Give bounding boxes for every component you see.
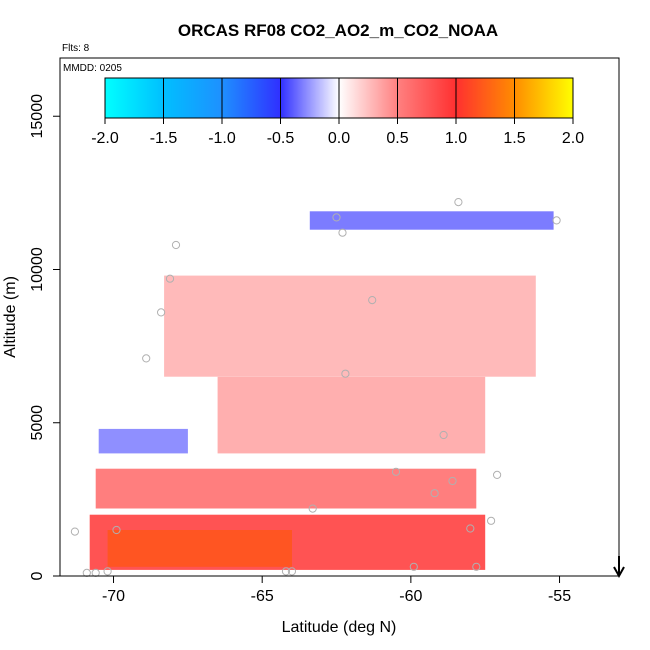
flight-point [287,567,296,576]
flight-point [493,470,502,479]
flight-point [448,476,457,486]
flight-point [472,562,481,571]
y-tick-label: 15000 [29,94,46,139]
flight-point [439,430,448,440]
y-tick-label: 10000 [29,247,46,292]
flight-point [112,525,121,535]
flight-point [332,213,341,222]
heatmap-region-mid-red-wedge [217,376,486,454]
flight-point [391,467,401,476]
flight-point [341,369,350,378]
flight-point [430,489,439,498]
flight-point [281,567,291,576]
colorbar-tick-label: 1.5 [503,130,525,147]
heatmap-region-upper-red-layer [164,275,536,377]
flight-point [487,516,496,525]
chart-title: ORCAS RF08 CO2_AO2_m_CO2_NOAA [178,21,498,40]
heatmap-region-boundary-layer-orange [107,530,292,567]
flight-point [91,568,100,578]
flight-points-layer [70,198,561,578]
flight-point [157,308,166,317]
x-tick-label: -65 [251,588,274,605]
flight-point [454,198,463,207]
heatmap-region-lower-red-band [95,468,477,509]
flight-point [409,562,418,571]
colorbar-tick-label: 2.0 [562,130,584,147]
flight-point [308,504,317,513]
arrow-head [613,566,625,579]
y-tick-label: 0 [29,571,46,580]
x-tick-label: -70 [102,588,125,605]
colorbar-tick-label: 0.5 [386,130,408,147]
heatmap-region-upper-blue-band [309,211,554,230]
colorbar-tick-label: -1.0 [208,130,236,147]
flight-point [165,274,175,283]
flight-point [338,228,347,237]
y-axis-label: Altitude (m) [2,276,19,358]
colorbar-tick-label: -0.5 [267,130,295,147]
colorbar-tick-label: -2.0 [91,130,119,147]
colorbar-ticks: -2.0 -1.5 -1.0 -0.5 0.0 0.5 1.0 1.5 2.0 [91,118,584,147]
x-tick-label: -60 [399,588,422,605]
heatmap-layer [89,211,554,570]
flight-point [142,354,151,363]
flight-point [70,527,80,536]
colorbar: -2.0 -1.5 -1.0 -0.5 0.0 0.5 1.0 1.5 2.0 [91,77,584,147]
x-axis-label: Latitude (deg N) [282,619,397,636]
flight-point [103,567,112,576]
y-tick-label: 5000 [29,405,46,441]
mmdd-label: MMDD: 0205 [63,63,122,74]
flight-point [552,216,561,225]
colorbar-tick-label: 0.0 [328,130,350,147]
flight-point [368,296,377,305]
x-tick-label: -55 [548,588,571,605]
colorbar-tick-label: 1.0 [445,130,467,147]
y-axis: 0 5000 10000 15000 [29,94,60,580]
x-axis: -70 -65 -60 -55 [102,576,571,605]
plot-frame [59,57,620,577]
down-arrow-icon [613,556,625,579]
flight-point [171,240,181,250]
colorbar-tick-label: -1.5 [150,130,178,147]
flight-point [466,524,475,533]
flight-point [82,568,91,578]
flights-label: Flts: 8 [62,43,90,54]
colorbar-dividers [163,78,515,118]
heatmap-region-mid-blue-patch [98,428,188,454]
